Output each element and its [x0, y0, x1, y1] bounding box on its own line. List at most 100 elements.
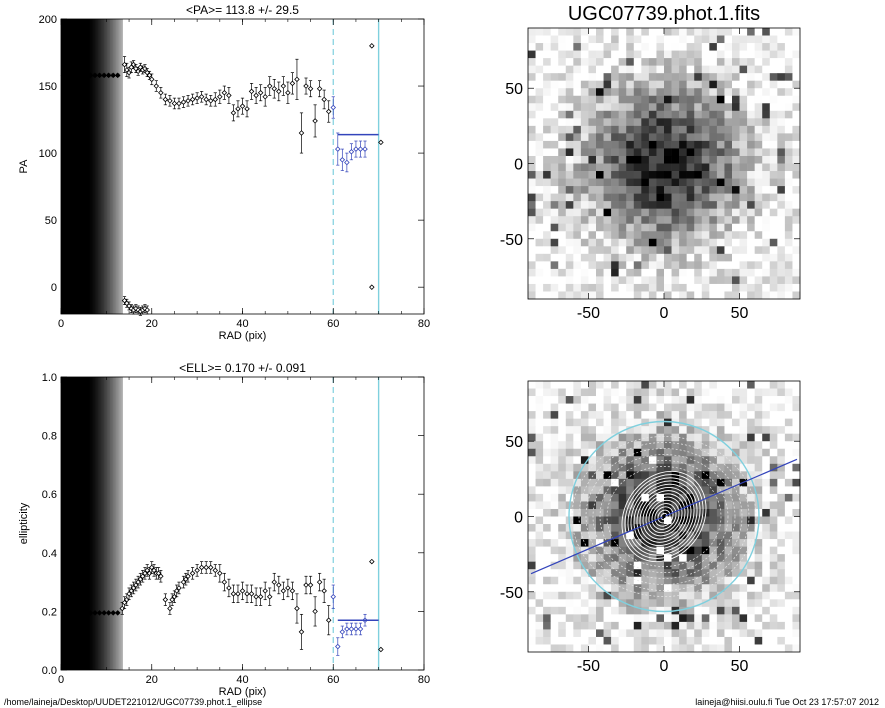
image-pixel: [701, 246, 710, 255]
image-pixel: [573, 186, 582, 194]
image-pixel: [618, 418, 627, 427]
image-pixel: [732, 448, 740, 457]
image-pixel: [573, 103, 582, 112]
image-pixel: [565, 418, 574, 427]
image-pixel: [784, 276, 793, 285]
image-pixel: [762, 411, 771, 419]
image-pixel: [701, 381, 710, 389]
image-pixel: [626, 606, 635, 615]
image-pixel: [686, 471, 695, 480]
image-pixel: [550, 388, 559, 397]
image-pixel: [739, 28, 748, 36]
image-pixel: [596, 403, 604, 412]
image-pixel: [573, 396, 582, 404]
image-pixel: [664, 95, 672, 104]
image-pixel: [535, 148, 544, 157]
image-pixel: [633, 155, 642, 164]
image-pixel: [573, 201, 582, 209]
image-pixel: [777, 118, 786, 127]
image-pixel: [694, 178, 703, 187]
image-pixel: [603, 163, 612, 172]
image-pixel: [762, 426, 771, 434]
image-pixel: [565, 201, 574, 209]
image-pixel: [596, 418, 604, 427]
data-point: [230, 591, 237, 597]
image-pixel: [739, 591, 748, 600]
image-pixel: [686, 261, 695, 270]
image-pixel: [656, 171, 665, 179]
image-pixel: [611, 223, 619, 232]
image-pixel: [565, 478, 574, 487]
image-pixel: [611, 584, 619, 593]
image-pixel: [701, 35, 710, 44]
image-pixel: [641, 201, 650, 209]
image-pixel: [686, 433, 695, 442]
image-pixel: [603, 186, 612, 194]
image-pixel: [739, 268, 748, 277]
image-pixel: [641, 58, 650, 66]
image-pixel: [739, 35, 748, 44]
image-pixel: [777, 216, 786, 225]
image-pixel: [565, 80, 574, 89]
saturated-band-strip: [77, 377, 80, 670]
image-pixel: [535, 636, 544, 645]
image-pixel: [618, 208, 627, 217]
image-pixel: [709, 539, 718, 547]
data-point: [144, 567, 150, 574]
image-pixel: [747, 561, 755, 570]
y-tick-label: 0.0: [42, 665, 57, 677]
image-pixel: [716, 50, 725, 59]
image-pixel: [528, 516, 536, 525]
image-pixel: [694, 621, 703, 630]
image-pixel: [694, 441, 703, 450]
data-point: [83, 72, 89, 79]
image-pixel: [550, 524, 559, 532]
image-pixel: [679, 88, 687, 97]
image-pixel: [777, 508, 786, 517]
image-pixel: [596, 448, 604, 457]
image-pixel: [769, 493, 778, 502]
image-pixel: [694, 584, 703, 593]
image-pixel: [679, 463, 687, 472]
image-pixel: [558, 50, 567, 59]
image-pixel: [777, 456, 786, 465]
saturated-band-strip: [117, 377, 120, 670]
image-pixel: [769, 65, 778, 74]
image-pixel: [633, 621, 642, 630]
image-pixel: [535, 103, 544, 112]
image-pixel: [633, 95, 642, 104]
image-pixel: [550, 478, 559, 487]
data-point: [135, 68, 141, 75]
image-pixel: [588, 118, 597, 127]
image-pixel: [739, 539, 748, 547]
image-pixel: [633, 73, 642, 81]
image-pixel: [671, 569, 680, 578]
image-pixel: [588, 276, 597, 285]
image-pixel: [543, 463, 551, 472]
image-pixel: [656, 433, 665, 442]
saturated-band-strip: [64, 377, 67, 670]
image-pixel: [694, 606, 703, 615]
image-pixel: [573, 463, 582, 472]
image-pixel: [792, 73, 801, 81]
image-pixel: [626, 118, 635, 127]
image-pixel: [641, 539, 650, 547]
image-pixel: [641, 238, 650, 247]
image-pixel: [626, 441, 635, 450]
image-pixel: [679, 58, 687, 66]
image-pixel: [769, 471, 778, 480]
image-pixel: [694, 58, 703, 66]
y-tick-label: -50: [500, 585, 523, 602]
image-pixel: [769, 58, 778, 66]
image-pixel: [588, 576, 597, 585]
image-pixel: [580, 614, 589, 623]
image-pixel: [671, 238, 680, 247]
image-pixel: [558, 140, 567, 149]
image-pixel: [656, 88, 665, 97]
image-pixel: [694, 388, 703, 397]
y-tick-label: 100: [39, 148, 57, 160]
image-pixel: [762, 58, 771, 66]
image-pixel: [656, 403, 665, 412]
image-pixel: [558, 118, 567, 127]
image-pixel: [694, 253, 703, 262]
